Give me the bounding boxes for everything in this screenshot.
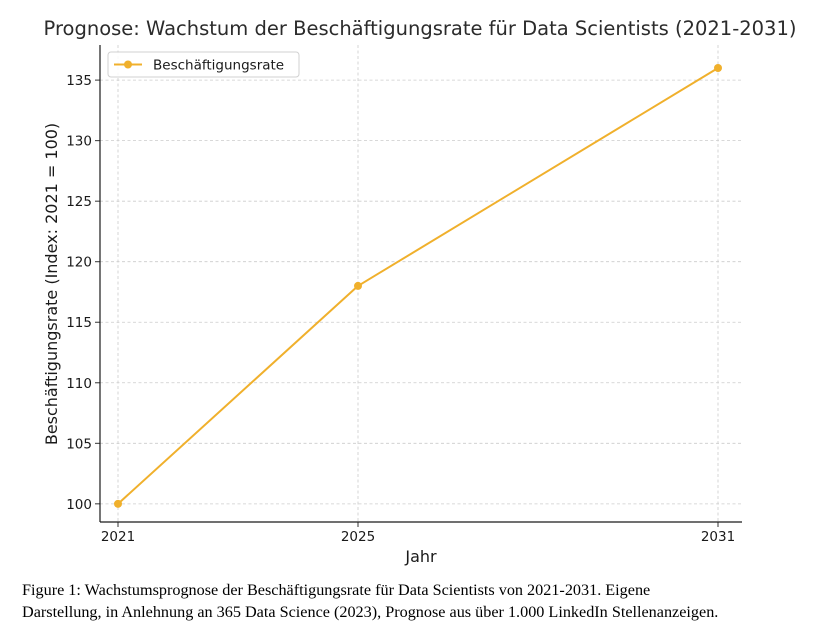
- y-tick-label: 105: [66, 436, 92, 452]
- data-point: [714, 64, 722, 73]
- line-chart: Prognose: Wachstum der Beschäftigungsrat…: [42, 17, 797, 566]
- x-axis-label: Jahr: [404, 547, 437, 566]
- grid-lines: [100, 45, 742, 522]
- y-tick-label: 100: [66, 497, 92, 513]
- caption-line-1: Figure 1: Wachstumsprognose der Beschäft…: [22, 581, 651, 599]
- y-tick-label: 110: [66, 376, 92, 392]
- legend-marker: [124, 60, 132, 69]
- y-tick-label: 135: [66, 73, 92, 89]
- data-point: [114, 499, 122, 508]
- y-tick-label: 120: [66, 255, 92, 271]
- figure-caption: Figure 1: Wachstumsprognose der Beschäft…: [22, 579, 827, 623]
- y-tick-label: 125: [66, 194, 92, 210]
- axes: 100 105 110 115 120 125 130 135 2021 2025 2031: [66, 45, 742, 545]
- y-axis-label: Beschäftigungsrate (Index: 2021 = 100): [42, 123, 61, 445]
- y-tick-label: 115: [66, 315, 92, 331]
- x-tick-label: 2021: [101, 529, 135, 545]
- data-point: [354, 281, 362, 290]
- series-line: [117, 67, 719, 505]
- x-tick-label: 2031: [701, 529, 735, 545]
- chart-title: Prognose: Wachstum der Beschäftigungsrat…: [44, 17, 797, 40]
- y-tick-label: 130: [66, 134, 92, 150]
- legend-label: Beschäftigungsrate: [153, 58, 284, 74]
- x-tick-label: 2025: [341, 529, 375, 545]
- legend: Beschäftigungsrate: [107, 51, 300, 78]
- legend-box: [107, 51, 300, 78]
- caption-line-2: Darstellung, in Anlehnung an 365 Data Sc…: [22, 603, 719, 621]
- series-layer: [114, 64, 722, 508]
